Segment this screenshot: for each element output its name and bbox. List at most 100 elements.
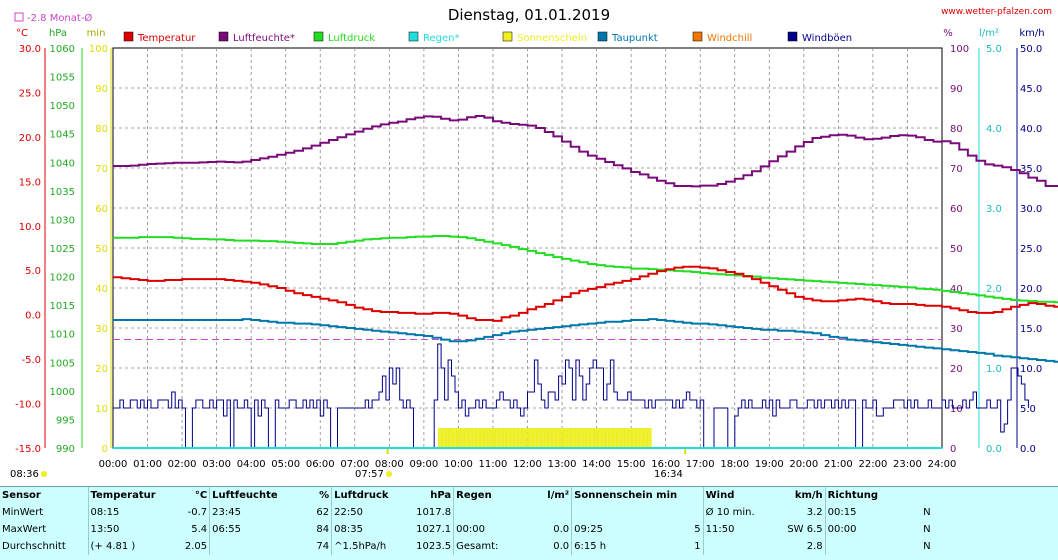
- pressure-tick-label: 1025: [50, 244, 75, 255]
- legend-swatch: [692, 31, 703, 42]
- stats-header-cell: [679, 487, 704, 504]
- stats-header-cell: [921, 487, 935, 504]
- x-tick-label: 11:00: [479, 459, 508, 470]
- stats-cell: N: [923, 541, 931, 552]
- grid: [112, 47, 943, 449]
- stats-cell: 00:15: [827, 507, 857, 518]
- series-humidity-line: [113, 115, 1058, 188]
- stats-cell: MaxWert: [0, 521, 89, 538]
- sunrise-label: 07:57: [355, 469, 384, 480]
- percent-tick-label: 90: [950, 84, 963, 95]
- legend-swatch: [502, 31, 513, 42]
- stats-cell: 5: [679, 521, 704, 538]
- x-axis: 00:00 01:00 02:00 03:00 04:00 05:00 06:00 07:00…: [99, 448, 956, 470]
- legend-swatch: [597, 31, 608, 42]
- minutes-tick-label: 60: [95, 204, 108, 215]
- x-tick-label: 17:00: [686, 459, 715, 470]
- wind-tick-label: 0.0: [1020, 444, 1036, 455]
- stats-cell: MinWert: [0, 504, 89, 521]
- stats-cell: [572, 504, 680, 521]
- minutes-tick-label: 40: [95, 284, 108, 295]
- legend-label: Sonnenschein: [517, 33, 587, 44]
- stats-cell: 3.2: [771, 504, 826, 521]
- x-tick-label: 01:00: [133, 459, 162, 470]
- stats-cell: [825, 538, 921, 555]
- series-layer: [113, 115, 1058, 449]
- stats-cell: [210, 538, 284, 555]
- current-time-marker: 08:36: [10, 469, 47, 480]
- series-gusts-line: [113, 343, 1029, 449]
- sunset-marker: 16:34: [654, 469, 683, 480]
- stats-cell: [454, 504, 516, 521]
- stats-header-cell: Sonnenschein min: [574, 490, 678, 501]
- stats-cell: (+ 4.81 ): [90, 541, 136, 552]
- rain-tick-label: 4.0: [986, 124, 1002, 135]
- minutes-tick-label: 70: [95, 164, 108, 175]
- rain-tick-label: 2.0: [986, 284, 1002, 295]
- pressure-tick-label: 1040: [50, 158, 75, 169]
- legend: Temperatur Luftfeuchte* Luftdruck Regen* Son…: [123, 31, 852, 44]
- legend-label: Regen*: [423, 33, 460, 44]
- stats-cell: N: [923, 507, 931, 518]
- percent-tick-label: 0: [950, 444, 956, 455]
- temp-tick-label: -15.0: [15, 444, 41, 455]
- pressure-tick-label: 1060: [50, 44, 75, 55]
- temp-tick-label: 25.0: [19, 88, 41, 99]
- source-label: www.wetter-pfalzen.com: [941, 7, 1052, 17]
- stats-header-cell: Luftfeuchte: [212, 490, 278, 501]
- x-tick-label: 20:00: [789, 459, 818, 470]
- temp-tick-label: -5.0: [21, 355, 41, 366]
- stats-cell: Gesamt:: [456, 541, 499, 552]
- wind-tick-label: 45.0: [1020, 84, 1042, 95]
- stats-cell: 00:00: [827, 524, 857, 535]
- stats-header-cell: °C: [157, 487, 211, 504]
- series-temperature-line: [113, 265, 1058, 322]
- unit-temp: °C: [16, 28, 28, 39]
- chart-background: [0, 0, 1058, 486]
- stats-cell: [515, 504, 573, 521]
- unit-pressure: hPa: [49, 28, 67, 39]
- percent-tick-label: 80: [950, 124, 963, 135]
- stats-cell: 23:45: [212, 507, 241, 518]
- stats-cell: Durchschnitt: [0, 538, 89, 555]
- pressure-tick-label: 1005: [50, 358, 75, 369]
- unit-minutes: min: [87, 28, 106, 39]
- stats-cell: 22:50: [334, 507, 363, 518]
- x-tick-label: 19:00: [755, 459, 784, 470]
- minutes-tick-label: 10: [95, 404, 108, 415]
- current-time-label: 08:36: [10, 469, 39, 480]
- chart-title: Dienstag, 01.01.2019: [448, 6, 610, 24]
- x-tick-label: 00:00: [99, 459, 128, 470]
- pressure-tick-label: 1045: [50, 130, 75, 141]
- percent-tick-label: 100: [950, 44, 969, 55]
- x-tick-label: 14:00: [582, 459, 611, 470]
- pressure-tick-label: 1030: [50, 215, 75, 226]
- stats-cell: 0.0: [515, 521, 573, 538]
- x-tick-label: 04:00: [237, 459, 266, 470]
- legend-label: Windchill: [707, 33, 752, 44]
- stats-header-row: Sensor Temperatur °C Luftfeuchte% Luftdruck h…: [0, 487, 935, 504]
- unit-rain: l/m²: [979, 28, 999, 39]
- rain-tick-label: 5.0: [986, 44, 1002, 55]
- stats-cell: 06:55: [212, 524, 241, 535]
- wind-tick-label: 10.0: [1020, 364, 1042, 375]
- legend-label: Luftfeuchte*: [233, 33, 295, 44]
- stats-header-cell: Temperatur: [90, 490, 156, 501]
- percent-tick-label: 60: [950, 204, 963, 215]
- percent-tick-label: 50: [950, 244, 963, 255]
- rain-tick-label: 0.0: [986, 444, 1002, 455]
- legend-label: Windböen: [802, 33, 852, 44]
- legend-swatch: [218, 31, 229, 42]
- stats-row: Durchschnitt (+ 4.81 ) 2.05 74 ^1.5hPa/h 1023…: [0, 538, 935, 555]
- x-tick-label: 18:00: [720, 459, 749, 470]
- minutes-tick-label: 100: [89, 44, 108, 55]
- temp-tick-label: 15.0: [19, 177, 41, 188]
- stats-header-cell: %: [283, 487, 333, 504]
- percent-tick-label: 40: [950, 284, 963, 295]
- minutes-tick-label: 0: [102, 444, 108, 455]
- temp-tick-label: 5.0: [25, 266, 41, 277]
- rain-tick-label: 3.0: [986, 204, 1002, 215]
- x-tick-label: 10:00: [444, 459, 473, 470]
- x-tick-label: 16:00: [651, 459, 680, 470]
- series-pressure-line: [113, 235, 1058, 304]
